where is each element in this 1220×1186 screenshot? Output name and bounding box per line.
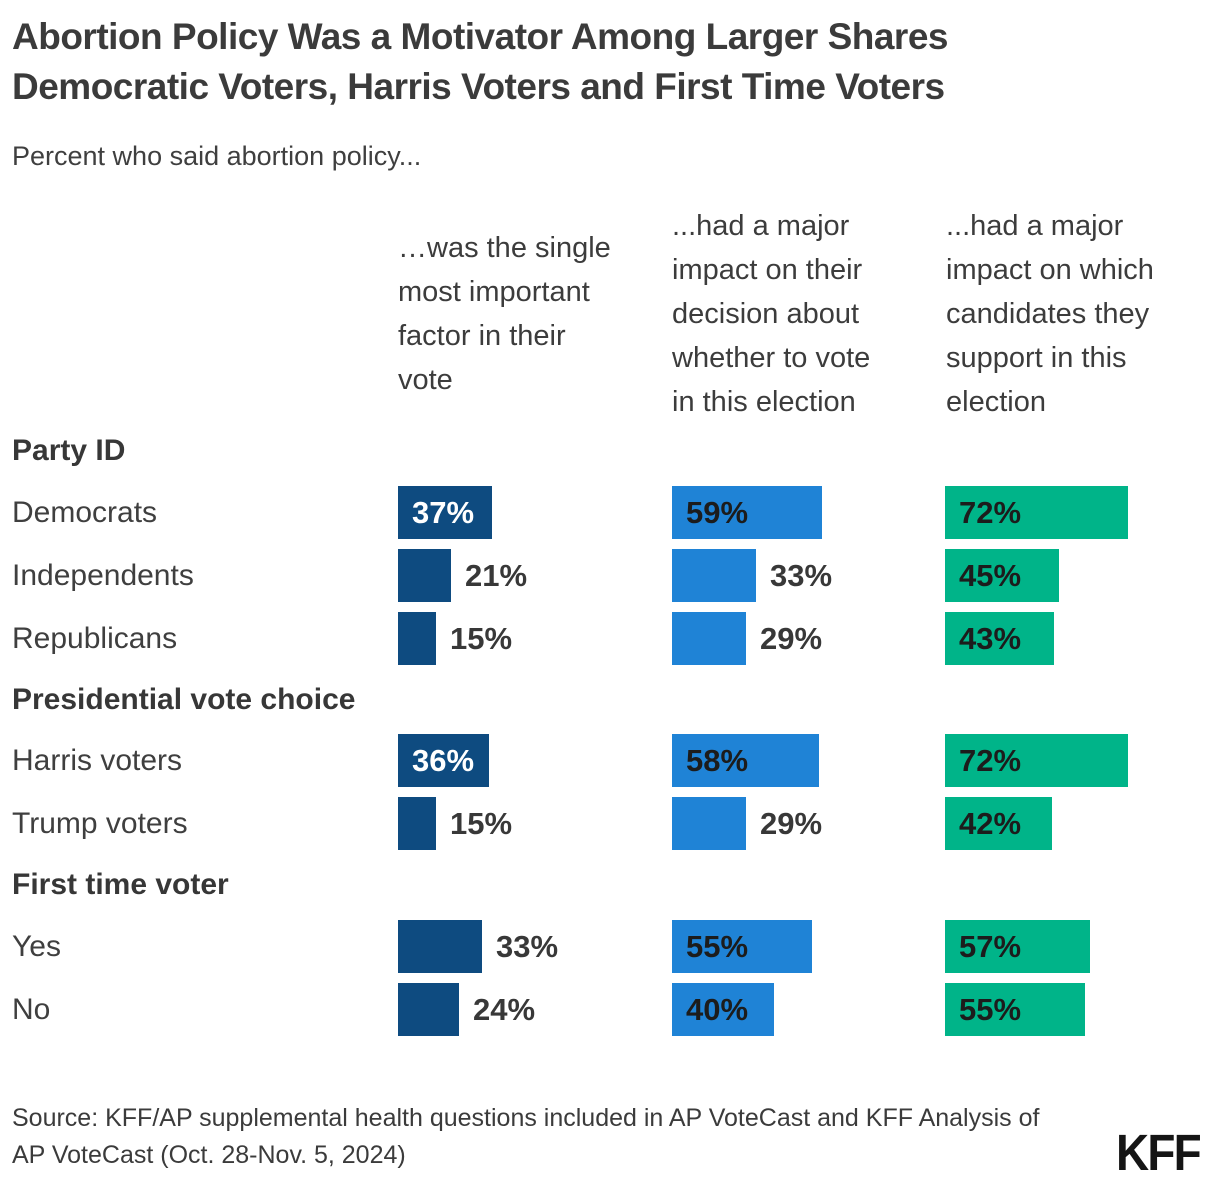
value-label-republicans-major-impact-whether-to-vote: 29%: [760, 621, 823, 656]
bar-trump-voters-major-impact-which-candidates: [945, 797, 1052, 850]
row-label-harris-voters: Harris voters: [12, 744, 183, 777]
value-label-yes-single-most-important-factor: 33%: [496, 929, 559, 964]
value-label-yes-major-impact-whether-to-vote: 55%: [686, 929, 749, 964]
bar-yes-major-impact-which-candidates: [945, 920, 1090, 973]
value-label-independents-major-impact-whether-to-vote: 33%: [770, 558, 833, 593]
value-label-no-single-most-important-factor: 24%: [473, 992, 536, 1027]
bar-democrats-single-most-important-factor: [398, 486, 492, 539]
value-label-no-major-impact-which-candidates: 55%: [959, 992, 1022, 1027]
bar-no-single-most-important-factor: [398, 983, 459, 1036]
value-label-democrats-major-impact-which-candidates: 72%: [959, 495, 1022, 530]
bar-yes-single-most-important-factor: [398, 920, 482, 973]
row-label-trump-voters: Trump voters: [12, 807, 188, 840]
value-label-republicans-single-most-important-factor: 15%: [450, 621, 513, 656]
source-note: Source: KFF/AP supplemental health quest…: [12, 1104, 1040, 1169]
bar-republicans-major-impact-whether-to-vote: [672, 612, 746, 665]
bar-trump-voters-single-most-important-factor: [398, 797, 436, 850]
column-headers: …was the single most important factor in…: [398, 200, 1220, 428]
bar-harris-voters-single-most-important-factor: [398, 734, 489, 787]
chart-subtitle: Percent who said abortion policy...: [12, 141, 422, 171]
bar-trump-voters-major-impact-whether-to-vote: [672, 797, 746, 850]
bar-independents-major-impact-whether-to-vote: [672, 549, 756, 602]
value-label-independents-major-impact-which-candidates: 45%: [959, 558, 1022, 593]
row-label-no: No: [12, 993, 51, 1026]
bar-harris-voters-major-impact-whether-to-vote: [672, 734, 819, 787]
column-header-single-most-important-factor: …was the single most important factor in…: [398, 232, 611, 396]
section-header-first-time-voter: First time voter: [12, 868, 229, 901]
value-label-harris-voters-major-impact-whether-to-vote: 58%: [686, 743, 749, 778]
section-header-presidential-vote-choice: Presidential vote choice: [12, 683, 356, 716]
value-label-harris-voters-single-most-important-factor: 36%: [412, 743, 475, 778]
value-label-republicans-major-impact-which-candidates: 43%: [959, 621, 1022, 656]
value-label-yes-major-impact-which-candidates: 57%: [959, 929, 1022, 964]
bar-independents-single-most-important-factor: [398, 549, 451, 602]
kff-logo: KFF: [1116, 1124, 1202, 1181]
value-label-trump-voters-major-impact-which-candidates: 42%: [959, 806, 1022, 841]
bar-republicans-single-most-important-factor: [398, 612, 436, 665]
row-label-independents: Independents: [12, 559, 194, 592]
bar-republicans-major-impact-which-candidates: [945, 612, 1054, 665]
bar-democrats-major-impact-which-candidates: [945, 486, 1128, 539]
bar-no-major-impact-which-candidates: [945, 983, 1085, 1036]
bar-independents-major-impact-which-candidates: [945, 549, 1059, 602]
value-label-trump-voters-major-impact-whether-to-vote: 29%: [760, 806, 823, 841]
row-label-democrats: Democrats: [12, 496, 158, 529]
value-label-independents-single-most-important-factor: 21%: [465, 558, 528, 593]
section-header-party-id: Party ID: [12, 434, 126, 467]
value-label-democrats-single-most-important-factor: 37%: [412, 495, 475, 530]
bar-yes-major-impact-whether-to-vote: [672, 920, 812, 973]
value-label-harris-voters-major-impact-which-candidates: 72%: [959, 743, 1022, 778]
bar-harris-voters-major-impact-which-candidates: [945, 734, 1128, 787]
value-label-democrats-major-impact-whether-to-vote: 59%: [686, 495, 749, 530]
chart-title: Abortion Policy Was a Motivator Among La…: [12, 16, 948, 107]
value-label-trump-voters-single-most-important-factor: 15%: [450, 806, 513, 841]
column-header-major-impact-whether-to-vote: ...had a major impact on their decision …: [672, 210, 871, 418]
column-header-major-impact-which-candidates: ...had a major impact on which candidate…: [946, 210, 1154, 418]
bar-democrats-major-impact-whether-to-vote: [672, 486, 822, 539]
value-label-no-major-impact-whether-to-vote: 40%: [686, 992, 749, 1027]
row-label-republicans: Republicans: [12, 622, 178, 655]
row-label-yes: Yes: [12, 930, 61, 963]
bar-no-major-impact-whether-to-vote: [672, 983, 774, 1036]
